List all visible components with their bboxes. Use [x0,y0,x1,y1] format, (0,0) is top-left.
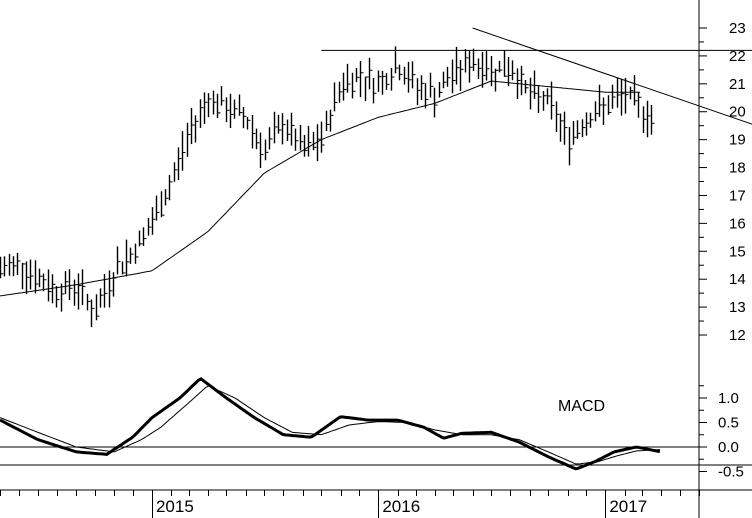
macd-line [0,377,661,471]
macd-tick-label: 0.0 [718,439,739,456]
price-tick-label: 21 [729,76,746,93]
year-label: 2015 [156,497,194,516]
price-tick-label: 13 [729,299,746,316]
macd-tick-label: -0.5 [718,464,744,481]
trend-line [472,27,752,125]
price-tick-label: 15 [729,243,746,260]
price-tick-label: 14 [729,271,746,288]
price-tick-label: 18 [729,160,746,177]
price-tick-label: 20 [729,104,746,121]
year-label: 2016 [382,497,420,516]
moving-average-line [0,80,641,297]
year-label: 2017 [609,497,647,516]
price-bars [0,46,655,328]
macd-tick-label: 0.5 [718,415,739,432]
macd-panel: -0.5 0.0 0.5 1.0 MACD [0,377,744,481]
macd-annotation: MACD [558,398,605,415]
macd-axis: -0.5 0.0 0.5 1.0 [0,385,744,481]
price-tick-label: 23 [729,20,746,37]
time-axis: 2015 2016 2017 [0,490,700,518]
price-tick-label: 16 [729,215,746,232]
macd-tick-label: 1.0 [718,390,739,407]
price-tick-label: 22 [729,48,746,65]
price-tick-label: 12 [729,327,746,344]
price-tick-label: 17 [729,187,746,204]
price-tick-label: 19 [729,132,746,149]
